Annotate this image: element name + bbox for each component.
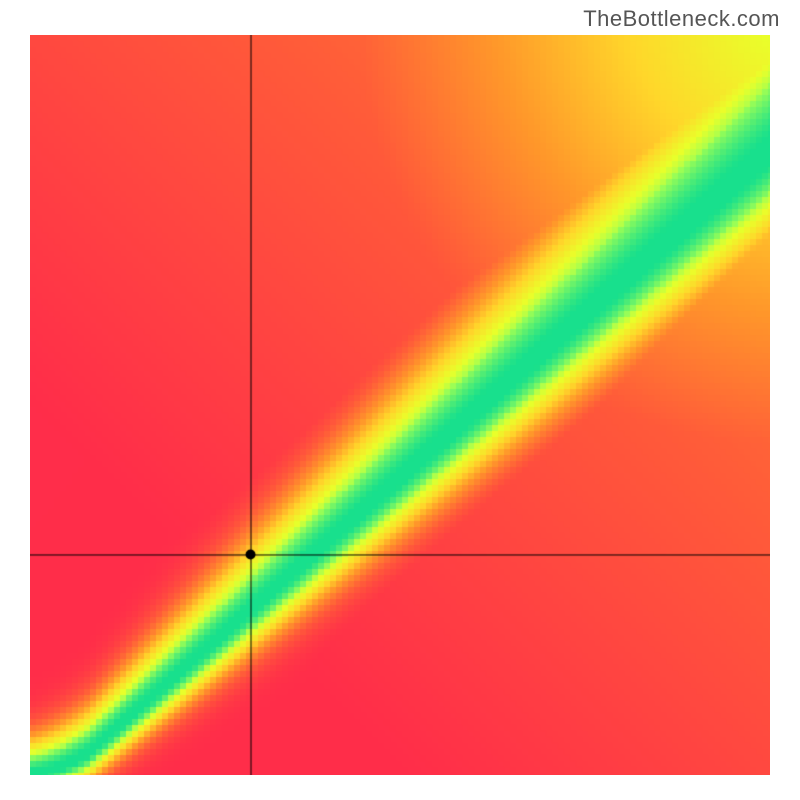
watermark-text: TheBottleneck.com [583, 6, 780, 32]
heatmap-plot [30, 35, 770, 775]
heatmap-canvas [30, 35, 770, 775]
